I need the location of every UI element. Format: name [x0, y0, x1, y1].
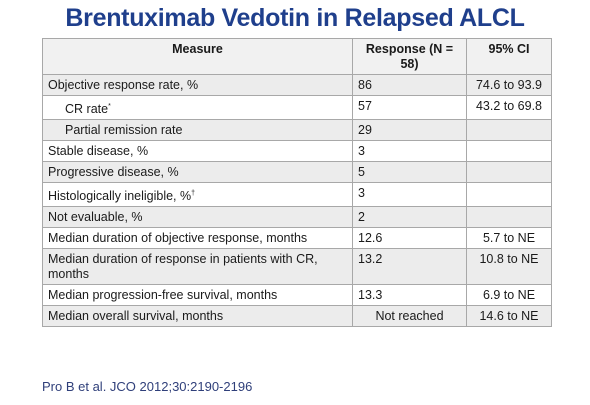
row-measure: Partial remission rate: [42, 119, 353, 142]
row-measure: Median duration of objective response, m…: [42, 227, 353, 250]
table-row: Median duration of response in patients …: [42, 248, 552, 286]
row-response: 12.6: [352, 227, 467, 250]
table-row: Histologically ineligible, %† 3: [42, 182, 552, 208]
row-response: 13.2: [352, 248, 467, 286]
row-ci: 6.9 to NE: [466, 284, 552, 307]
row-response: 5: [352, 161, 467, 184]
table-row: Objective response rate, % 86 74.6 to 93…: [42, 74, 552, 96]
row-measure: Median progression-free survival, months: [42, 284, 353, 307]
footnote-mark: †: [191, 190, 196, 198]
row-response: 3: [352, 140, 467, 163]
header-response: Response (N = 58): [352, 38, 467, 75]
header-measure: Measure: [42, 38, 353, 75]
table-row: Not evaluable, % 2: [42, 206, 552, 229]
row-response: 86: [352, 74, 467, 96]
row-measure: CR rate*: [42, 94, 353, 121]
citation: Pro B et al. JCO 2012;30:2190-2196: [42, 379, 253, 394]
row-ci: [466, 119, 552, 142]
table-header-row: Measure Response (N = 58) 95% CI: [42, 38, 552, 75]
row-ci: [466, 140, 552, 163]
table-row: Median progression-free survival, months…: [42, 284, 552, 307]
row-response: Not reached: [352, 305, 467, 328]
row-ci: 5.7 to NE: [466, 227, 552, 250]
row-measure: Median overall survival, months: [42, 305, 353, 328]
row-response: 29: [352, 119, 467, 142]
row-ci: [466, 182, 552, 208]
row-ci: 14.6 to NE: [466, 305, 552, 328]
table-row: Partial remission rate 29: [42, 119, 552, 142]
table-row: Median overall survival, months Not reac…: [42, 305, 552, 328]
table-row: Progressive disease, % 5: [42, 161, 552, 184]
footnote-mark: *: [108, 103, 111, 110]
header-ci: 95% CI: [466, 38, 552, 75]
row-measure: Stable disease, %: [42, 140, 353, 163]
row-response: 2: [352, 206, 467, 229]
row-measure: Histologically ineligible, %†: [42, 182, 353, 208]
row-measure: Median duration of response in patients …: [42, 248, 353, 286]
row-measure: Objective response rate, %: [42, 74, 353, 96]
row-ci: [466, 206, 552, 229]
row-measure: Not evaluable, %: [42, 206, 353, 229]
row-measure: Progressive disease, %: [42, 161, 353, 184]
row-ci: 43.2 to 69.8: [466, 94, 552, 121]
row-response: 13.3: [352, 284, 467, 307]
row-response: 3: [352, 182, 467, 208]
row-ci: [466, 161, 552, 184]
row-ci: 74.6 to 93.9: [466, 74, 552, 96]
table-row: Median duration of objective response, m…: [42, 227, 552, 250]
row-ci: 10.8 to NE: [466, 248, 552, 286]
table-row: Stable disease, % 3: [42, 140, 552, 163]
response-table: Measure Response (N = 58) 95% CI Objecti…: [42, 38, 552, 328]
slide-title: Brentuximab Vedotin in Relapsed ALCL: [65, 4, 525, 32]
table-row: CR rate* 57 43.2 to 69.8: [42, 94, 552, 121]
row-response: 57: [352, 94, 467, 121]
